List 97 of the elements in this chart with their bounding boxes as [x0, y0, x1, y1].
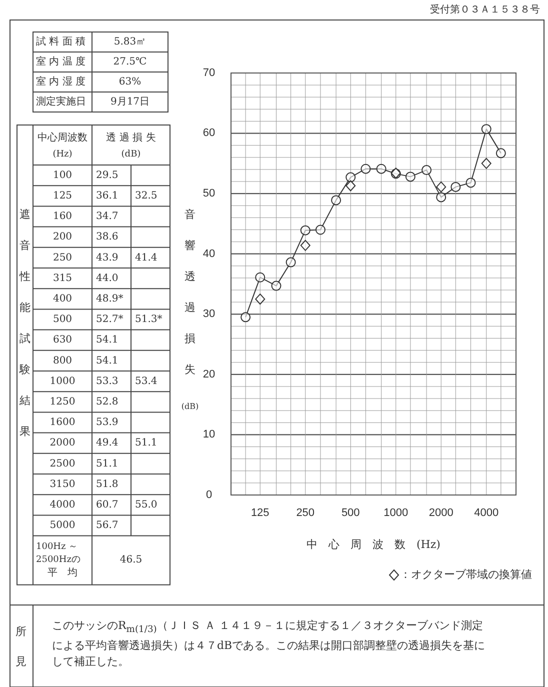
y-tick-label: 20 [202, 368, 216, 380]
x-tick-label: 250 [296, 506, 315, 519]
y-tick-label: 50 [202, 187, 216, 200]
text: (dB) [181, 402, 199, 412]
text: 51.8 [96, 478, 118, 490]
y-tick-label: 70 [202, 66, 216, 79]
text: 2000 [50, 438, 76, 449]
text: 音響透過損失 [184, 208, 196, 376]
point [405, 172, 416, 182]
x-axis-title: 中 心 周 波 数 (Hz) [306, 538, 440, 551]
text: 44.0 [96, 272, 118, 284]
point [315, 224, 326, 235]
y-tick-label: 40 [202, 248, 216, 260]
text: 中心周波数 [38, 132, 88, 144]
text: 125 [52, 190, 72, 202]
text: 200 [52, 232, 72, 243]
point [271, 280, 282, 291]
text: このサッシのR$_{m(1/3)}$（ＪＩＳ Ａ １４１９－１に規定する１／３オクターブバンド測定による平均音響透過損失）は４７dBである。この結果は開口部調整壁の透過損失を基にして補正した。 [52, 618, 486, 670]
text: 43.9 [96, 252, 118, 264]
x-tick-label: 1000 [384, 506, 408, 519]
text: (dB) [121, 149, 141, 160]
text: 630 [52, 334, 72, 346]
text: 53.4 [135, 376, 158, 387]
text: 27.5℃ [113, 56, 147, 68]
text: 5.83㎡ [114, 36, 146, 48]
point [360, 164, 371, 174]
text: 400 [52, 293, 72, 304]
text: 56.7 [96, 520, 118, 532]
text: 315 [52, 272, 72, 284]
text: 160 [52, 211, 72, 222]
text: 1250 [50, 396, 76, 408]
text: 平 均 [48, 566, 78, 578]
text: 2500Hzの [36, 555, 80, 566]
text: 4000 [50, 499, 76, 510]
text: 1600 [50, 417, 76, 428]
point [466, 178, 476, 188]
point [496, 148, 506, 158]
text: 48.9* [96, 293, 124, 304]
text: 室 内 湿 度 [36, 76, 86, 88]
point [331, 195, 342, 206]
text: 遮音性能試験結果 [20, 208, 30, 438]
text: 51.1 [135, 438, 158, 449]
y-tick-label: 10 [202, 428, 216, 441]
text: 100 [52, 170, 72, 181]
text: 250 [52, 252, 72, 264]
text: 9月17日 [110, 96, 150, 108]
point [255, 272, 266, 282]
text: 53.9 [96, 417, 118, 428]
text: 41.4 [135, 252, 158, 264]
legend-label: ：オクターブ帯域の換算値 [400, 568, 532, 581]
text: 34.7 [96, 211, 118, 222]
y-tick-label: 60 [202, 127, 216, 140]
text: 32.5 [135, 190, 158, 202]
x-tick-label: 125 [250, 506, 270, 519]
text: (Hz) [52, 149, 72, 160]
point [481, 124, 492, 134]
text: 500 [52, 314, 72, 326]
text: 測定実施日 [36, 96, 86, 108]
point [300, 225, 310, 236]
point [346, 172, 356, 182]
text: 55.0 [135, 499, 158, 510]
text: 54.1 [96, 355, 118, 366]
text: 51.1 [96, 458, 118, 470]
text: 1000 [50, 376, 76, 387]
text: 52.8 [96, 396, 118, 408]
text: 63% [118, 76, 142, 88]
point [422, 165, 432, 176]
text: 54.1 [96, 334, 118, 346]
text: 49.4 [96, 438, 118, 449]
y-tick-label: 30 [202, 308, 216, 320]
x-tick-label: 500 [341, 506, 360, 519]
x-tick-label: 2000 [428, 506, 454, 519]
text: 52.7* [96, 314, 124, 326]
text: 2500 [50, 458, 76, 470]
text: 60.7 [96, 499, 118, 510]
point [240, 312, 251, 322]
point [376, 164, 386, 174]
text: 36.1 [96, 190, 118, 202]
text: 室 内 温 度 [36, 56, 86, 68]
x-tick-label: 4000 [474, 506, 499, 519]
text: 受付第０３Ａ１５３８号 [430, 4, 540, 16]
text: 透 過 損 失 [106, 132, 156, 144]
text: 38.6 [96, 232, 118, 243]
text: 800 [52, 355, 72, 366]
text: 53.3 [96, 376, 118, 387]
point [286, 257, 296, 268]
text: 51.3* [135, 314, 162, 326]
text: 46.5 [120, 554, 142, 566]
point [450, 182, 461, 192]
point [436, 192, 446, 202]
text: 所見 [16, 624, 26, 668]
text: 3150 [50, 478, 76, 490]
text: 29.5 [96, 170, 118, 181]
y-tick-label: 0 [206, 488, 212, 501]
text: 試 料 面 積 [36, 36, 86, 48]
text: 5000 [50, 520, 76, 532]
text: 100Hz ～ [36, 542, 78, 552]
